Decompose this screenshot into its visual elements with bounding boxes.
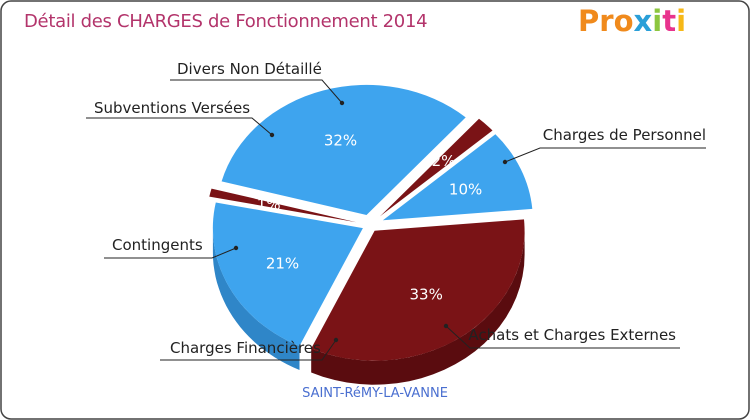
pie-slice-percent: 32% bbox=[324, 131, 357, 149]
pie-slice bbox=[212, 202, 363, 346]
chart-title: Détail des CHARGES de Fonctionnement 201… bbox=[24, 11, 428, 32]
pie-slice bbox=[379, 118, 493, 217]
slice-label: Divers Non Détaillé bbox=[177, 60, 322, 78]
pie-slice bbox=[221, 84, 466, 216]
pie-slice bbox=[209, 188, 357, 223]
leader-line bbox=[170, 79, 343, 104]
leader-arrow bbox=[333, 337, 339, 343]
leader-line bbox=[445, 325, 680, 349]
logo-letter: o bbox=[613, 4, 634, 38]
leader-line bbox=[160, 339, 337, 361]
pie-slices bbox=[209, 84, 533, 385]
leader-arrow bbox=[339, 100, 345, 106]
logo-letter: r bbox=[599, 4, 614, 38]
leader-arrow bbox=[269, 132, 275, 138]
proxiti-logo: Proxiti bbox=[578, 4, 686, 38]
logo-letter: t bbox=[662, 4, 677, 38]
pie-slice-percent: 2% bbox=[432, 152, 456, 170]
leader-line bbox=[504, 147, 706, 163]
city-name: SAINT-RéMY-LA-VANNE bbox=[302, 386, 448, 401]
logo-letter: i bbox=[652, 4, 663, 38]
leader-arrow bbox=[233, 245, 239, 251]
leader-line bbox=[86, 117, 273, 136]
pie-slice-percent: 1% bbox=[257, 195, 281, 213]
pie-slice bbox=[311, 219, 525, 361]
slice-label: Subventions Versées bbox=[94, 99, 250, 117]
slice-label: Charges de Personnel bbox=[543, 126, 706, 144]
leader-arrow bbox=[502, 159, 508, 165]
pie-slice-side bbox=[212, 228, 300, 370]
slice-label: Achats et Charges Externes bbox=[468, 326, 676, 344]
pie-slice bbox=[382, 134, 533, 221]
pie-labels: 33% 21% 1% 32% 2% 10% Charges de Personnel Acha… bbox=[86, 60, 706, 361]
pie-slice-percent: 10% bbox=[449, 181, 482, 199]
leader-line bbox=[104, 247, 237, 259]
pie-slice-percent: 21% bbox=[266, 254, 299, 272]
pie-slice-percent: 33% bbox=[410, 286, 443, 304]
logo-letter: P bbox=[578, 4, 600, 38]
slice-label: Charges Financières bbox=[170, 339, 321, 357]
logo-letter: x bbox=[633, 4, 653, 38]
slice-label: Contingents bbox=[112, 236, 203, 254]
leader-arrow bbox=[443, 323, 449, 329]
logo-letter: i bbox=[676, 4, 687, 38]
pie-slice-side bbox=[311, 230, 525, 385]
